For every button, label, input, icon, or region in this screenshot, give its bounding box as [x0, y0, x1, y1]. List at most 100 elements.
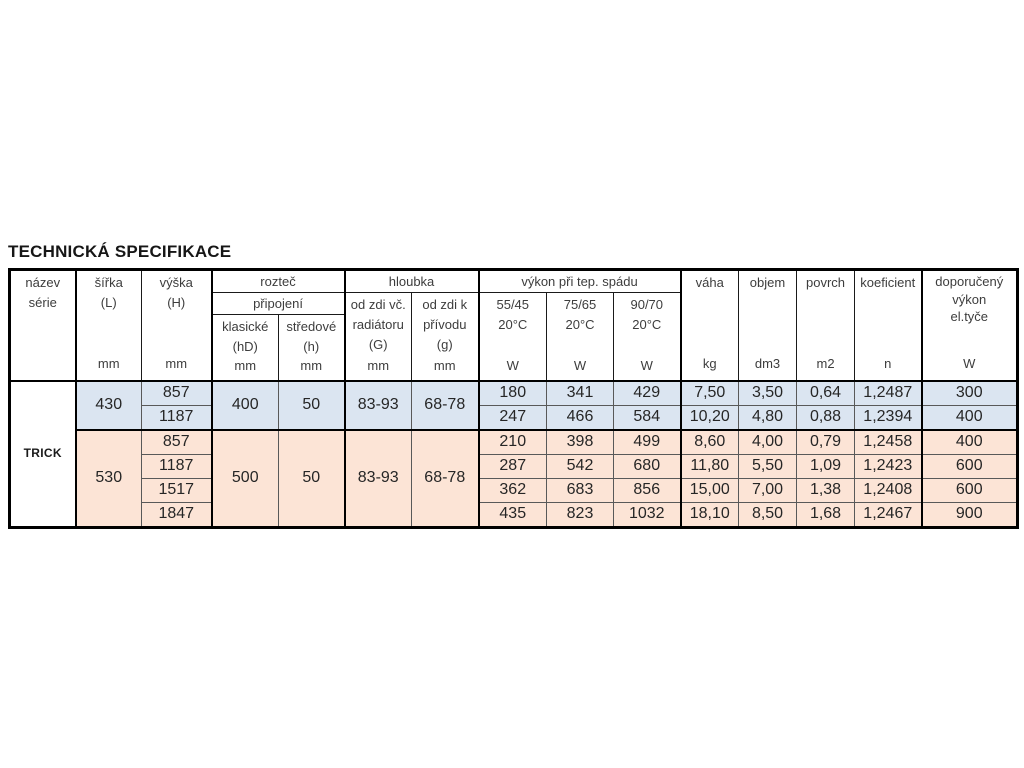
cell-doporuceny: 400 — [921, 428, 1019, 455]
unit-objem: dm3 — [754, 356, 781, 372]
cell-klasicke: 400 — [211, 379, 279, 430]
cell-w7565: 683 — [546, 477, 615, 503]
cell-stredove: 50 — [278, 379, 346, 430]
cell-objem: 4,00 — [738, 428, 798, 455]
cell-vyska: 1517 — [141, 477, 213, 503]
header-doporuceny: doporučený výkon el.tyče W — [921, 269, 1019, 381]
table-row: 530 857 500 50 83-93 68-78 210 398 499 8… — [10, 428, 1019, 528]
cell-w7565: 823 — [546, 501, 615, 528]
unit-sirka: mm — [97, 356, 120, 372]
cell-vaha: 10,20 — [680, 404, 740, 430]
table-row: 1517 362 683 856 15,00 7,00 1,38 1,2408 … — [10, 477, 1019, 503]
unit-povrch: m2 — [816, 356, 835, 372]
cell-povrch: 0,88 — [796, 404, 856, 430]
cell-klasicke: 500 — [211, 428, 279, 528]
cell-koeficient: 1,2408 — [854, 477, 923, 503]
cell-objem: 4,80 — [738, 404, 798, 430]
table-row: 1187 247 466 584 10,20 4,80 0,88 1,2394 … — [10, 404, 1019, 430]
unit-od-zdi-privodu: mm — [433, 358, 456, 374]
cell-povrch: 0,79 — [796, 428, 856, 455]
header-hloubka: hloubka — [343, 269, 480, 293]
cell-doporuceny: 400 — [921, 404, 1019, 430]
cell-vaha: 7,50 — [680, 379, 740, 406]
page-title: TECHNICKÁ SPECIFIKACE — [8, 242, 232, 261]
cell-objem: 5,50 — [738, 453, 798, 479]
cell-w7565: 341 — [546, 379, 615, 406]
header-stredove: středové (h) mm — [278, 314, 346, 381]
header-grad-7565: 75/65 20°C W — [546, 292, 615, 381]
cell-w5545: 247 — [478, 404, 548, 430]
header-povrch: povrch m2 — [796, 269, 856, 381]
cell-objem: 3,50 — [738, 379, 798, 406]
cell-w9070: 1032 — [613, 501, 682, 528]
cell-povrch: 1,09 — [796, 453, 856, 479]
cell-w9070: 499 — [613, 428, 682, 455]
cell-vaha: 11,80 — [680, 453, 740, 479]
header-vykon: výkon při tep. spádu — [478, 269, 682, 293]
cell-vaha: 15,00 — [680, 477, 740, 503]
cell-hloubka-gg: 68-78 — [410, 428, 480, 528]
cell-koeficient: 1,2467 — [854, 501, 923, 528]
unit-vaha: kg — [702, 356, 717, 372]
cell-koeficient: 1,2487 — [854, 379, 923, 406]
cell-w9070: 429 — [613, 379, 682, 406]
cell-vyska: 1187 — [141, 453, 213, 479]
cell-vyska: 1187 — [141, 404, 213, 430]
unit-koeficient: n — [884, 356, 892, 372]
cell-hloubka-g: 83-93 — [344, 428, 412, 528]
cell-objem: 8,50 — [738, 501, 798, 528]
header-grad-5545: 55/45 20°C W — [478, 292, 548, 381]
header-nazev-serie-label: název série — [25, 275, 61, 311]
spec-table: název série šířka (L) mm výška (H) mm rozt… — [8, 268, 1020, 529]
cell-w9070: 680 — [613, 453, 682, 479]
cell-vaha: 8,60 — [680, 428, 740, 455]
header-sirka: šířka (L) mm — [75, 269, 142, 381]
cell-vyska: 857 — [141, 428, 213, 455]
header-roztec: rozteč — [211, 269, 346, 293]
cell-w7565: 466 — [546, 404, 615, 430]
header-koeficient: koeficient n — [854, 269, 923, 381]
unit-grad-9070: W — [640, 358, 653, 374]
table-row: 1187 287 542 680 11,80 5,50 1,09 1,2423 … — [10, 453, 1019, 479]
cell-w5545: 210 — [478, 428, 548, 455]
cell-w5545: 287 — [478, 453, 548, 479]
unit-stredove: mm — [300, 358, 323, 374]
cell-hloubka-g: 83-93 — [344, 379, 412, 430]
unit-klasicke: mm — [234, 358, 257, 374]
cell-hloubka-gg: 68-78 — [410, 379, 480, 430]
unit-grad-7565: W — [573, 358, 587, 374]
cell-objem: 7,00 — [738, 477, 798, 503]
cell-povrch: 0,64 — [796, 379, 856, 406]
cell-doporuceny: 900 — [921, 501, 1019, 528]
cell-w7565: 398 — [546, 428, 615, 455]
unit-od-zdi-radiatoru: mm — [367, 358, 390, 374]
cell-w7565: 542 — [546, 453, 615, 479]
header-grad-9070: 90/70 20°C W — [613, 292, 682, 381]
cell-w9070: 856 — [613, 477, 682, 503]
unit-doporuceny: W — [963, 356, 976, 372]
unit-grad-5545: W — [506, 358, 519, 374]
header-klasicke: klasické (hD) mm — [211, 314, 279, 381]
header-nazev-serie: název série — [9, 269, 77, 381]
header-od-zdi-radiatoru: od zdi vč. radiátoru (G) mm — [344, 292, 412, 381]
cell-w5545: 362 — [478, 477, 548, 503]
cell-doporuceny: 300 — [921, 379, 1019, 406]
cell-povrch: 1,68 — [796, 501, 856, 528]
cell-sirka: 530 — [75, 428, 142, 528]
cell-koeficient: 1,2423 — [854, 453, 923, 479]
cell-koeficient: 1,2394 — [854, 404, 923, 430]
header-vyska: výška (H) mm — [141, 269, 213, 381]
cell-doporuceny: 600 — [921, 477, 1019, 503]
header-objem: objem dm3 — [738, 269, 798, 381]
cell-sirka: 430 — [75, 379, 142, 430]
cell-series-name: TRICK — [9, 379, 77, 528]
cell-vaha: 18,10 — [680, 501, 740, 528]
cell-w5545: 180 — [478, 379, 548, 406]
cell-doporuceny: 600 — [921, 453, 1019, 479]
header-pripojeni: připojení — [211, 292, 346, 315]
cell-koeficient: 1,2458 — [854, 428, 923, 455]
cell-povrch: 1,38 — [796, 477, 856, 503]
cell-vyska: 1847 — [141, 501, 213, 528]
unit-vyska: mm — [165, 356, 188, 372]
